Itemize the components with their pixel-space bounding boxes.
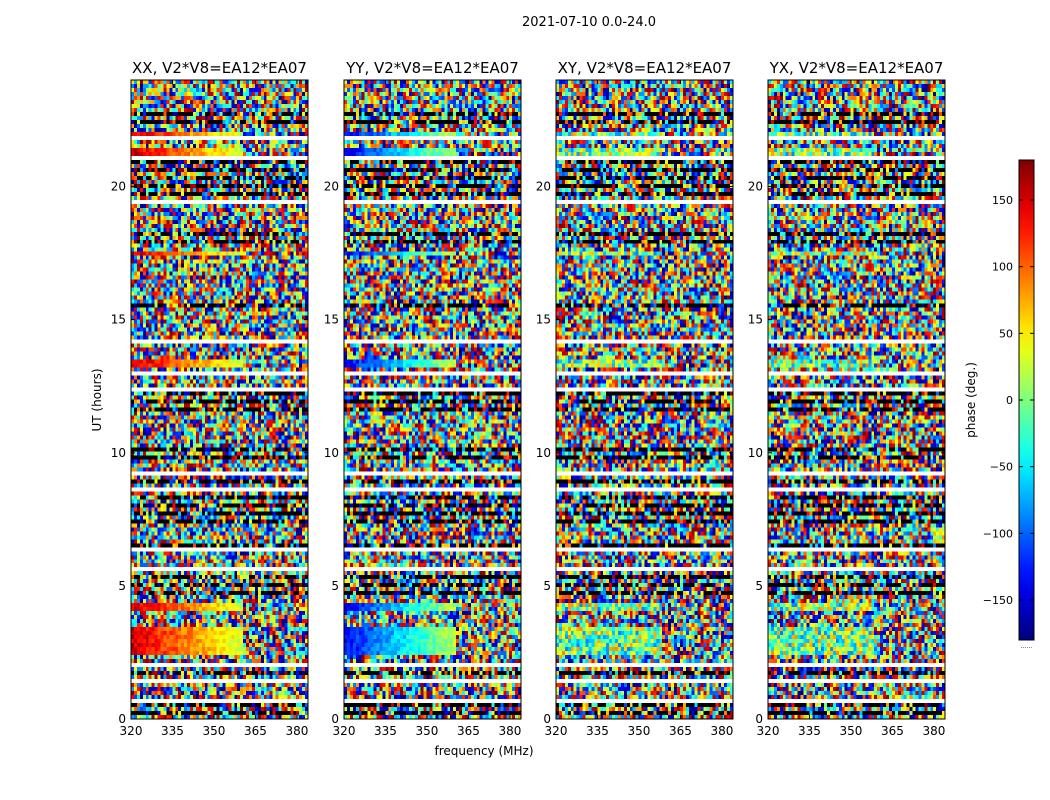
x-tick-label: 350	[203, 724, 226, 738]
heatmap-image	[768, 80, 945, 719]
colorbar-tick-label: 100	[992, 261, 1013, 274]
y-axis-label: UT (hours)	[90, 368, 104, 431]
heatmap-image	[556, 80, 733, 719]
panel-3: YX, V2*V8=EA12*EA07 320 335 350 365 380 0 5 10 15…	[748, 59, 946, 738]
y-tick-label: 20	[324, 180, 339, 194]
colorbar-tick-label: −150	[983, 594, 1013, 607]
heatmap-image	[344, 80, 521, 719]
x-axis-label: frequency (MHz)	[434, 744, 533, 758]
x-tick-label: 320	[333, 724, 356, 738]
colorbar-extra-label: ......	[1021, 643, 1033, 650]
panel-frame	[343, 79, 522, 720]
y-tick-label: 15	[324, 313, 339, 327]
panel-2: XY, V2*V8=EA12*EA07 320 335 350 365 380 0 5 10 15…	[536, 59, 734, 738]
panel-title: XX, V2*V8=EA12*EA07	[132, 59, 307, 77]
x-tick-label: 365	[881, 724, 904, 738]
y-tick-label: 15	[536, 313, 551, 327]
colorbar: 150 100 50 0 −50 −100 −150 phase (deg.)......	[964, 159, 1035, 650]
colorbar-tick-label: −50	[990, 461, 1013, 474]
panel-title: XY, V2*V8=EA12*EA07	[558, 59, 732, 77]
x-tick-label: 350	[416, 724, 439, 738]
y-tick-label: 10	[536, 446, 551, 460]
panel-frame	[767, 79, 946, 720]
y-tick-label: 5	[543, 579, 551, 593]
y-tick-label: 0	[118, 712, 126, 726]
y-tick-label: 5	[331, 579, 339, 593]
y-tick-label: 5	[755, 579, 763, 593]
colorbar-tick-label: 150	[992, 194, 1013, 207]
x-tick-label: 320	[545, 724, 568, 738]
x-tick-label: 380	[710, 724, 733, 738]
panel-0: XX, V2*V8=EA12*EA07 320 335 350 365 380 0 5 10 15…	[111, 59, 309, 738]
y-tick-label: 10	[324, 446, 339, 460]
colorbar-tick-label: −100	[983, 527, 1013, 540]
colorbar-tick-label: 0	[1006, 394, 1013, 407]
x-tick-label: 350	[628, 724, 651, 738]
figure-suptitle: 2021-07-10 0.0-24.0	[522, 15, 656, 30]
heatmap-image	[131, 80, 308, 719]
y-tick-label: 0	[543, 712, 551, 726]
x-tick-label: 335	[798, 724, 821, 738]
x-tick-label: 335	[374, 724, 397, 738]
y-tick-label: 10	[111, 446, 126, 460]
panel-title: YX, V2*V8=EA12*EA07	[769, 59, 944, 77]
x-tick-label: 365	[244, 724, 267, 738]
x-tick-label: 380	[498, 724, 521, 738]
x-tick-label: 320	[757, 724, 780, 738]
x-tick-label: 380	[922, 724, 945, 738]
x-tick-label: 350	[840, 724, 863, 738]
y-tick-label: 0	[755, 712, 763, 726]
x-tick-label: 320	[120, 724, 143, 738]
y-tick-label: 20	[111, 180, 126, 194]
y-tick-label: 20	[536, 180, 551, 194]
x-tick-label: 335	[161, 724, 184, 738]
x-tick-label: 335	[586, 724, 609, 738]
panel-frame	[555, 79, 734, 720]
colorbar-tick-label: 50	[999, 327, 1013, 340]
x-tick-label: 380	[285, 724, 308, 738]
y-tick-label: 10	[748, 446, 763, 460]
y-tick-label: 5	[118, 579, 126, 593]
y-tick-label: 20	[748, 180, 763, 194]
panels-group: XX, V2*V8=EA12*EA07 320 335 350 365 380 0 5 10 15…	[111, 59, 946, 738]
panel-frame	[130, 79, 309, 720]
colorbar-label: phase (deg.)	[964, 362, 978, 438]
y-tick-label: 0	[331, 712, 339, 726]
x-tick-label: 365	[457, 724, 480, 738]
y-tick-label: 15	[748, 313, 763, 327]
y-tick-label: 15	[111, 313, 126, 327]
panel-title: YY, V2*V8=EA12*EA07	[345, 59, 519, 77]
x-tick-label: 365	[669, 724, 692, 738]
panel-1: YY, V2*V8=EA12*EA07 320 335 350 365 380 0 5 10 15…	[324, 59, 522, 738]
